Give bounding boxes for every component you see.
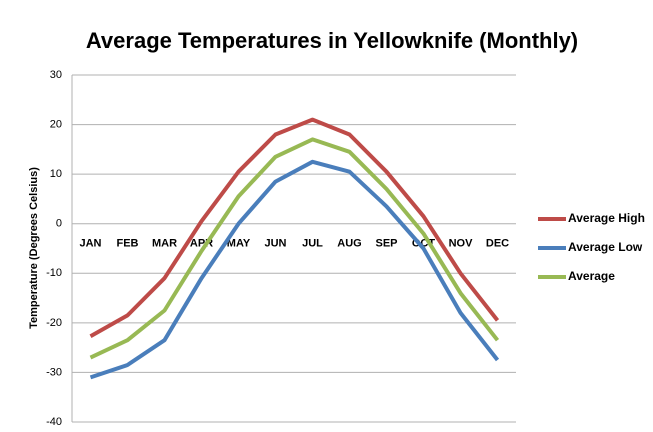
x-tick-label: MAR bbox=[152, 238, 177, 250]
y-tick-label: 20 bbox=[50, 118, 62, 130]
x-tick-label: FEB bbox=[117, 238, 139, 250]
x-tick-label: AUG bbox=[337, 238, 361, 250]
x-tick-label: DEC bbox=[486, 238, 509, 250]
y-axis-title: Temperature (Degrees Celsius) bbox=[28, 167, 40, 329]
x-tick-label: MAY bbox=[227, 238, 251, 250]
y-tick-label: 30 bbox=[50, 69, 62, 81]
data-line bbox=[89, 137, 500, 360]
x-tick-label: JUL bbox=[302, 238, 323, 250]
x-tick-label: JAN bbox=[79, 238, 101, 250]
x-tick-label: SEP bbox=[375, 238, 397, 250]
legend-label: Average High bbox=[568, 211, 645, 225]
y-tick-label: 0 bbox=[56, 218, 62, 230]
y-tick-label: -10 bbox=[46, 267, 62, 279]
y-tick-label: 10 bbox=[50, 168, 62, 180]
x-tick-label: JUN bbox=[264, 238, 286, 250]
y-tick-label: -30 bbox=[46, 366, 62, 378]
data-line bbox=[89, 117, 500, 338]
legend-label: Average Low bbox=[568, 240, 643, 254]
y-tick-label: -40 bbox=[46, 416, 62, 428]
y-tick-label: -20 bbox=[46, 317, 62, 329]
chart-title: Average Temperatures in Yellowknife (Mon… bbox=[86, 28, 578, 53]
data-line bbox=[89, 159, 500, 380]
legend-label: Average bbox=[568, 269, 615, 283]
x-tick-label: NOV bbox=[449, 238, 474, 250]
